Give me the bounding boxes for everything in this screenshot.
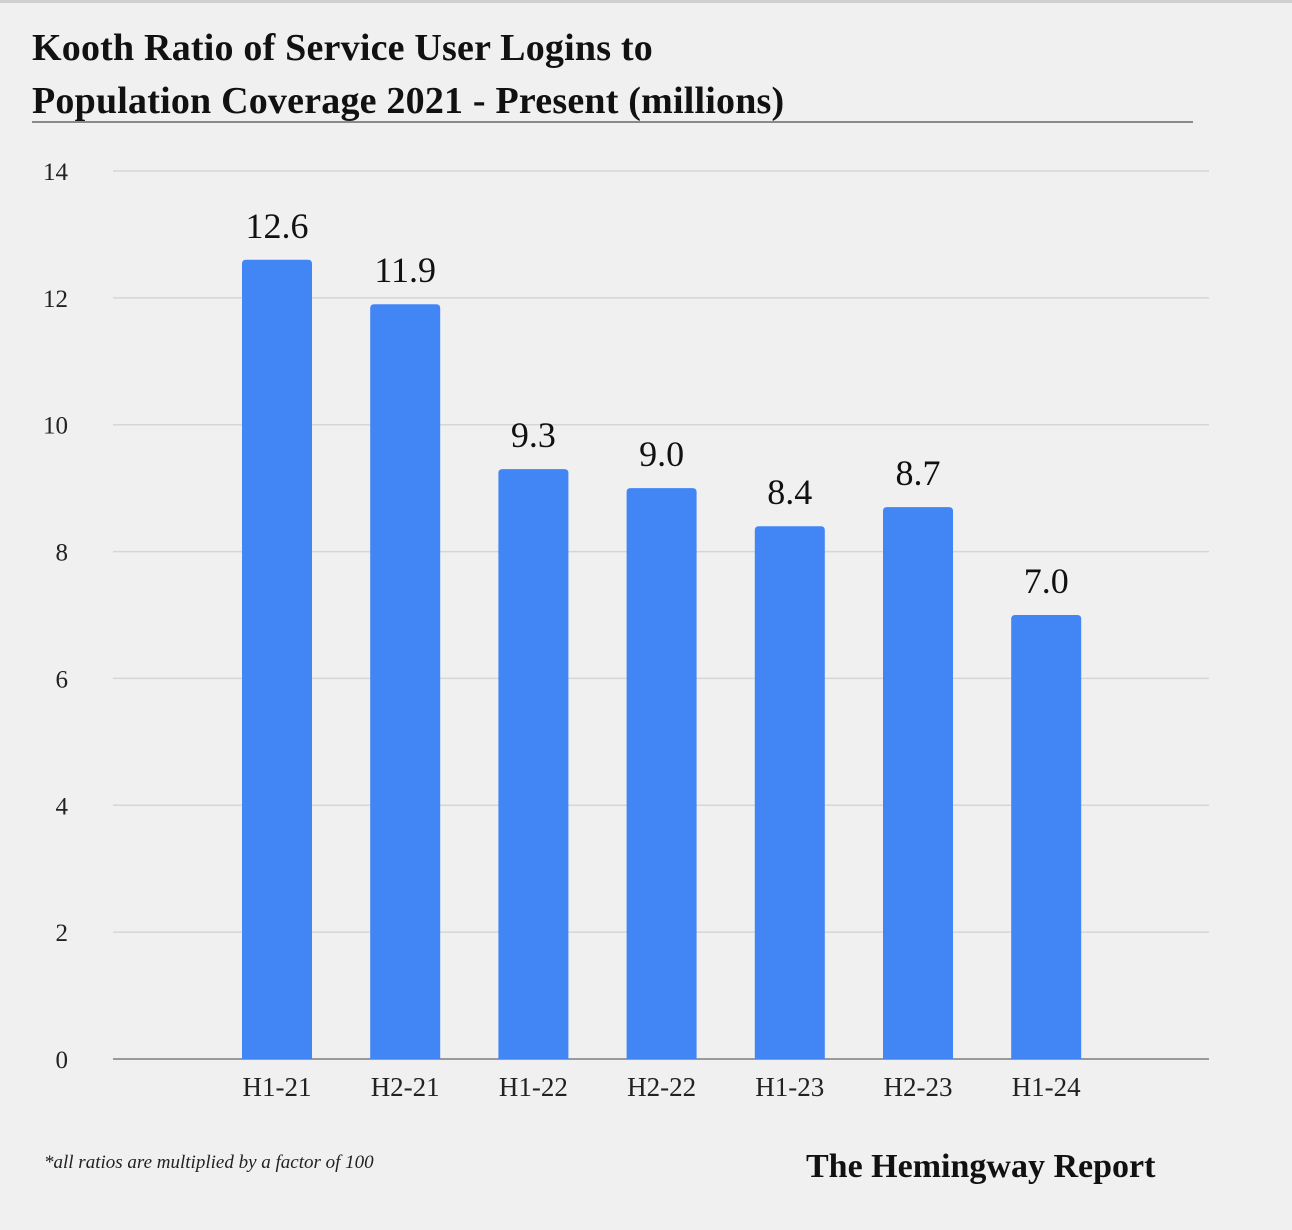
y-tick-label: 4 [56, 793, 69, 820]
x-category-label: H2-22 [627, 1072, 696, 1102]
chart-title-line-2: Population Coverage 2021 - Present (mill… [32, 80, 785, 122]
x-category-label: H1-21 [243, 1072, 312, 1102]
y-tick-label: 14 [43, 159, 69, 186]
data-label: 8.4 [767, 472, 812, 512]
x-category-label: H1-24 [1012, 1072, 1081, 1102]
y-axis-ticks: 0 2 4 6 8 10 12 14 [43, 159, 69, 1074]
data-label: 9.3 [511, 415, 556, 455]
data-label: 11.9 [374, 250, 436, 290]
data-label: 7.0 [1024, 561, 1069, 601]
y-tick-label: 2 [56, 920, 69, 947]
bar [883, 507, 953, 1060]
bar [754, 526, 825, 1059]
x-axis-categories: H1-21 H2-21 H1-22 H2-22 H1-23 H2-23 H1-24 [243, 1072, 1082, 1102]
bar [370, 304, 441, 1059]
bar [498, 469, 569, 1060]
chart-title-line-1: Kooth Ratio of Service User Logins to [32, 27, 653, 69]
bar [242, 259, 312, 1059]
data-label: 9.0 [639, 434, 684, 474]
y-tick-label: 12 [43, 286, 68, 313]
title-underline [32, 121, 1193, 123]
y-tick-label: 10 [43, 413, 68, 440]
y-tick-label: 6 [56, 666, 69, 693]
data-label: 8.7 [896, 453, 941, 493]
data-labels: 12.6 11.9 9.3 9.0 8.4 8.7 7.0 [246, 206, 1069, 601]
data-label: 12.6 [246, 206, 309, 246]
y-tick-label: 0 [56, 1047, 69, 1074]
bars [242, 259, 1082, 1060]
chart-title: Kooth Ratio of Service User Logins to Po… [32, 22, 1192, 128]
source-credit: The Hemingway Report [806, 1148, 1156, 1185]
x-category-label: H1-23 [755, 1072, 824, 1102]
x-category-label: H1-22 [499, 1072, 568, 1102]
y-tick-label: 8 [56, 540, 69, 567]
footnote: *all ratios are multiplied by a factor o… [44, 1152, 374, 1173]
bar [1011, 615, 1082, 1059]
top-border [0, 0, 1292, 3]
x-category-label: H2-23 [884, 1072, 953, 1102]
x-category-label: H2-21 [371, 1072, 440, 1102]
bar [626, 488, 697, 1060]
